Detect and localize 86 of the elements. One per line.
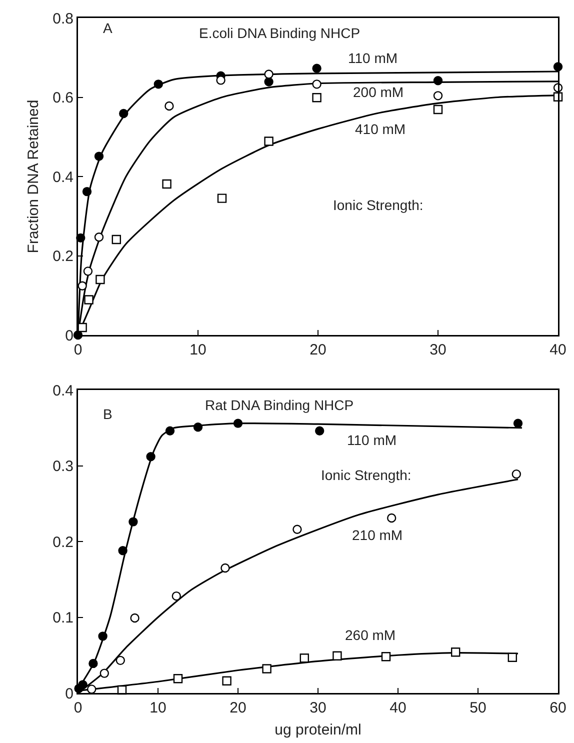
annotation: B: [103, 406, 112, 422]
annotation: 410 mM: [355, 121, 406, 137]
annotation: 200 mM: [353, 84, 404, 100]
text: E.coli DNA Binding NHCP: [199, 25, 360, 41]
point: [332, 651, 342, 660]
y-tick-label: 0.1: [52, 610, 74, 626]
x-tick-label: 20: [230, 700, 246, 716]
point: [264, 136, 274, 146]
y-tick-label: 0.2: [52, 534, 74, 551]
point: [116, 656, 125, 666]
annotation: 110 mM: [347, 432, 397, 448]
point: [312, 80, 322, 89]
point: [433, 91, 443, 100]
point: [172, 591, 181, 601]
point: [312, 64, 322, 73]
annotation: 210 mM: [352, 527, 403, 543]
point: [216, 76, 226, 85]
point: [164, 101, 174, 111]
point: [98, 632, 108, 641]
point: [315, 426, 324, 436]
point: [173, 674, 183, 684]
x-tick-label: 30: [430, 342, 446, 358]
point: [220, 563, 230, 573]
x-tick-label: 10: [150, 700, 166, 716]
point: [264, 77, 274, 86]
point: [78, 322, 87, 332]
x-tick-label: 30: [310, 700, 326, 716]
x-tick-label: 20: [310, 342, 326, 358]
x-tick-label: 60: [550, 700, 566, 716]
point: [88, 658, 98, 668]
annotation: 110 mM: [348, 50, 398, 66]
point: [87, 684, 96, 694]
point: [146, 452, 156, 462]
y-tick-label: 0.8: [52, 10, 74, 28]
point: [300, 654, 309, 663]
point: [512, 469, 521, 479]
y-tick-label: 0.4: [52, 382, 74, 400]
x-tick-label: 40: [550, 342, 566, 358]
point: [262, 664, 272, 674]
point: [508, 652, 517, 662]
x-tick-label: 50: [470, 700, 486, 716]
y-tick-label: 0.6: [52, 90, 74, 106]
y-tick-label: 0: [65, 327, 74, 344]
point: [222, 676, 232, 686]
y-tick-label: 0: [65, 685, 74, 702]
y-axis-title: Fraction DNA Retained: [25, 100, 42, 254]
point: [264, 70, 274, 79]
point: [312, 93, 322, 102]
point: [292, 524, 302, 534]
point: [154, 80, 163, 89]
point: [162, 179, 172, 189]
y-tick-label: 0.4: [52, 168, 74, 186]
annotation: 260 mM: [345, 627, 396, 643]
point: [78, 281, 87, 290]
annotation: Ionic Strength:: [321, 467, 412, 483]
x-tick-label: 10: [190, 342, 206, 358]
point: [112, 234, 121, 244]
annotation: Ionic Strength:: [333, 197, 424, 213]
point: [513, 418, 523, 428]
point: [78, 680, 88, 690]
point: [100, 668, 109, 678]
point: [387, 513, 396, 523]
point: [119, 108, 128, 118]
point: [94, 152, 104, 161]
point: [233, 418, 243, 428]
point: [83, 266, 93, 276]
point: [84, 295, 94, 304]
point: [82, 186, 92, 196]
point: [451, 648, 460, 657]
point: [128, 517, 138, 526]
point: [193, 422, 203, 432]
point: [165, 426, 175, 436]
x-axis-title: ug protein/ml: [274, 721, 362, 738]
point: [94, 232, 104, 242]
annotation: A: [103, 20, 113, 36]
text: Rat DNA Binding NHCP: [205, 397, 354, 413]
point: [217, 194, 227, 203]
point: [433, 104, 443, 114]
point: [433, 76, 443, 86]
y-tick-label: 0.2: [52, 248, 74, 265]
x-tick-label: 40: [390, 700, 406, 716]
y-tick-label: 0.3: [52, 458, 74, 475]
point: [381, 652, 391, 662]
point: [96, 274, 105, 284]
point: [130, 613, 140, 623]
point: [118, 546, 128, 556]
